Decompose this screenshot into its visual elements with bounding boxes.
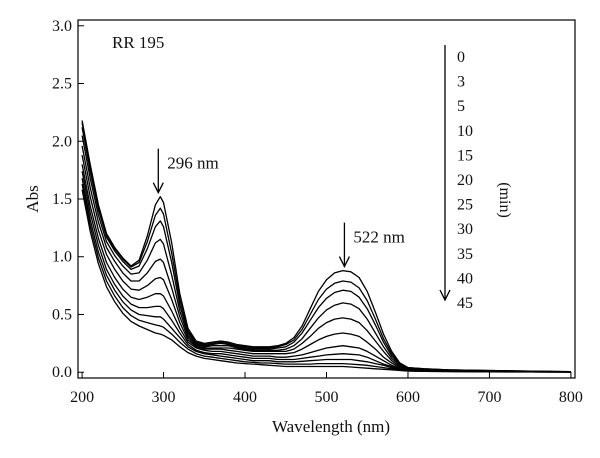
legend-arrow-head [439,289,451,302]
series-line-40-min [81,183,571,373]
legend-time-45: 45 [457,295,473,312]
legend-time-25: 25 [457,197,473,214]
legend-time-40: 40 [457,270,473,287]
series-line-10-min [81,135,571,373]
x-tick-label: 200 [70,389,94,406]
peak-label-0: 296 nm [167,154,218,173]
legend-time-3: 3 [457,74,465,91]
series-line-30-min [81,171,571,373]
peak-arrow-0-head [152,182,164,195]
series-line-5-min [81,127,571,373]
x-axis-title: Wavelength (nm) [272,417,390,436]
y-tick-label: 2.0 [52,133,72,150]
x-tick-label: 500 [315,389,339,406]
x-tick-label: 700 [477,389,501,406]
x-tick-label: 400 [233,389,257,406]
y-tick-label: 3.0 [52,18,72,35]
legend-time-5: 5 [457,98,465,115]
sample-label: RR 195 [112,33,164,52]
legend-time-10: 10 [457,123,473,140]
legend-time-20: 20 [457,172,473,189]
y-axis-title: Abs [23,185,42,212]
series-line-3-min [81,122,571,373]
legend-time-15: 15 [457,147,473,164]
y-tick-label: 1.5 [52,191,72,208]
series-line-35-min [81,178,571,373]
series-line-0-min [81,120,571,373]
series-line-25-min [81,164,571,373]
x-tick-label: 600 [396,389,420,406]
legend-time-30: 30 [457,221,473,238]
y-tick-label: 1.0 [52,249,72,266]
x-tick-label: 300 [152,389,176,406]
y-tick-label: 0.0 [52,364,72,381]
legend-time-35: 35 [457,246,473,263]
series-line-45-min [81,189,571,373]
y-tick-label: 0.5 [52,306,72,323]
peak-arrow-1-head [338,256,351,269]
legend-unit-label: (min) [496,182,513,218]
series-line-15-min [81,145,571,373]
peak-label-1: 522 nm [353,228,404,247]
x-tick-label: 800 [559,389,583,406]
legend-time-0: 0 [457,49,465,66]
series-line-20-min [81,154,571,373]
y-tick-label: 2.5 [52,76,72,93]
